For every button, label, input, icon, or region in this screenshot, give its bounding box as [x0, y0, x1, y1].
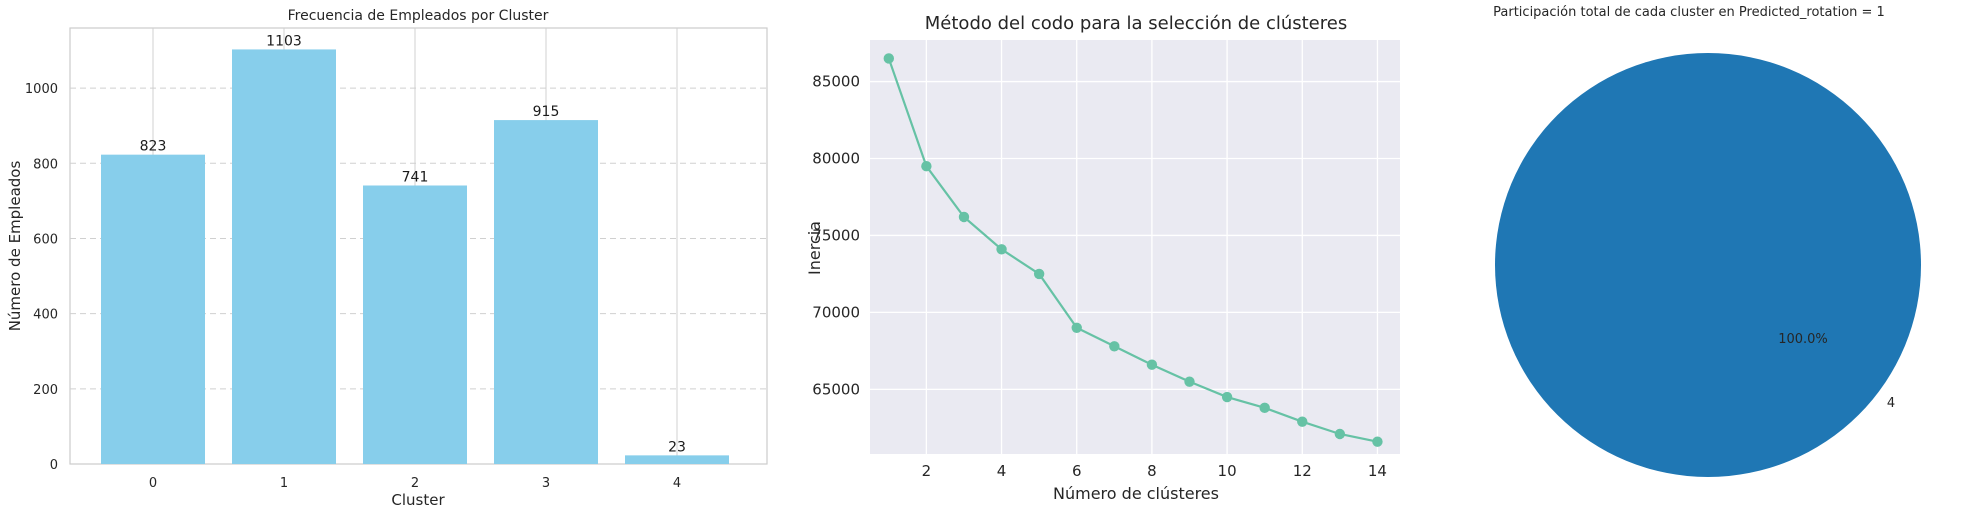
bar-x-tick-label: 3 [542, 476, 550, 491]
bar-chart-title: Frecuencia de Empleados por Cluster [288, 8, 549, 24]
pie-chart-title: Participación total de cada cluster en P… [1493, 5, 1885, 20]
bar-x-ticks: 0 1 2 3 4 [149, 476, 681, 491]
bar-y-tick-label: 800 [33, 157, 58, 172]
bar-x-tick-label: 2 [411, 476, 419, 491]
bar-y-axis-label: Número de Empleados [6, 161, 24, 332]
elbow-marks [883, 53, 1383, 447]
elbow-y-tick-label: 85000 [812, 73, 860, 91]
elbow-x-tick-label: 12 [1293, 462, 1312, 480]
bar-x-tick-label: 4 [673, 476, 681, 491]
pie-slice-cluster-4 [1495, 53, 1921, 477]
elbow-y-tick-label: 80000 [812, 150, 860, 168]
elbow-point [1334, 428, 1346, 440]
elbow-y-tick-label: 70000 [812, 303, 860, 321]
bar-chart: Frecuencia de Empleados por Cluster 823 1… [6, 8, 768, 509]
elbow-y-ticks: 65000 70000 75000 80000 85000 [812, 73, 860, 399]
elbow-point [1221, 391, 1233, 403]
bar-data-labels: 823 1103 741 915 23 [140, 33, 686, 455]
bar [363, 185, 467, 464]
bar-x-tick-label: 1 [280, 476, 288, 491]
bar-y-tick-label: 400 [33, 308, 58, 323]
elbow-point [1372, 436, 1383, 447]
elbow-point [996, 244, 1007, 255]
pie-slice-label: 4 [1887, 396, 1895, 411]
elbow-x-ticks: 2 4 6 8 10 12 14 [922, 462, 1387, 480]
bar-data-label: 741 [402, 169, 429, 185]
bar-x-axis-label: Cluster [391, 491, 445, 509]
elbow-x-tick-label: 10 [1218, 462, 1237, 480]
elbow-point [1259, 402, 1270, 414]
bar-y-tick-label: 200 [33, 383, 58, 398]
elbow-series-line [887, 58, 1378, 443]
elbow-x-tick-label: 4 [997, 462, 1007, 480]
elbow-point [1033, 268, 1045, 280]
elbow-point [1297, 416, 1308, 427]
bar [232, 49, 336, 465]
elbow-point [921, 161, 932, 172]
elbow-y-axis-label: Inercia [805, 221, 824, 275]
bar-data-label: 823 [140, 139, 167, 155]
elbow-point [1109, 341, 1120, 352]
pie-chart: Participación total de cada cluster en P… [1493, 5, 1921, 477]
elbow-plot-area [870, 40, 1400, 454]
bar [625, 455, 729, 464]
pie-pct-label: 100.0% [1778, 332, 1828, 347]
elbow-x-tick-label: 6 [1072, 462, 1082, 480]
bar [101, 154, 205, 464]
elbow-x-tick-label: 14 [1368, 462, 1387, 480]
elbow-y-tick-label: 65000 [812, 380, 860, 398]
elbow-point [883, 53, 894, 64]
elbow-point [1184, 376, 1195, 387]
bar-y-tick-label: 600 [33, 232, 58, 247]
bar-marks [101, 49, 729, 465]
elbow-chart-title: Método del codo para la selección de clú… [925, 13, 1347, 34]
elbow-point [1071, 322, 1082, 333]
elbow-point [958, 211, 970, 223]
elbow-grid [870, 40, 1400, 454]
bar-y-ticks: 0 200 400 600 800 1000 [25, 82, 58, 473]
elbow-point [1146, 359, 1158, 370]
bar-x-tick-label: 0 [149, 476, 157, 491]
bar-y-tick-label: 1000 [25, 82, 58, 97]
elbow-chart: Método del codo para la selección de clú… [805, 13, 1400, 503]
bar-y-tick-label: 0 [50, 458, 58, 473]
bar-data-label: 1103 [266, 33, 302, 49]
elbow-y-tick-label: 75000 [812, 226, 860, 244]
elbow-x-axis-label: Número de clústeres [1053, 484, 1219, 503]
bar-data-label: 915 [533, 104, 560, 120]
elbow-x-tick-label: 8 [1147, 462, 1157, 480]
bar [494, 120, 598, 464]
bar-data-label: 23 [668, 439, 686, 455]
elbow-x-tick-label: 2 [922, 462, 932, 480]
